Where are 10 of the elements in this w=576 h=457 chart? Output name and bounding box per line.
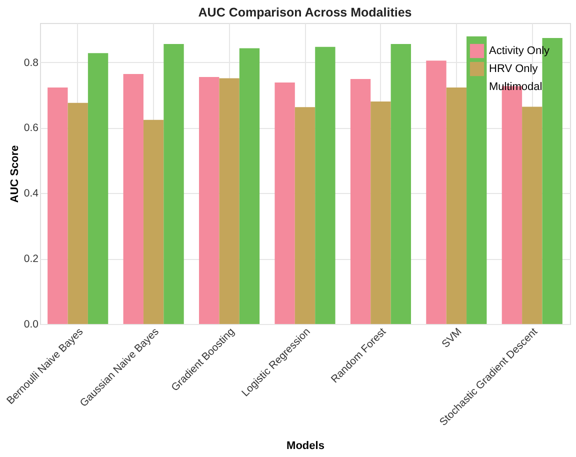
y-tick-label: 0.2	[24, 253, 39, 266]
series-label: Multimodal	[489, 81, 542, 93]
y-tick-label: 0.8	[24, 56, 39, 69]
y-tick-label: 0.4	[24, 188, 39, 200]
x-axis-title: Models	[286, 440, 324, 452]
y-axis-title: AUC Score	[8, 145, 21, 203]
y-tick-label: 0.0	[24, 318, 39, 330]
chart-title: AUC Comparison Across Modalities	[198, 6, 412, 20]
y-tick-label: 0.6	[24, 122, 39, 134]
legend-label: HRV Only	[489, 63, 538, 75]
